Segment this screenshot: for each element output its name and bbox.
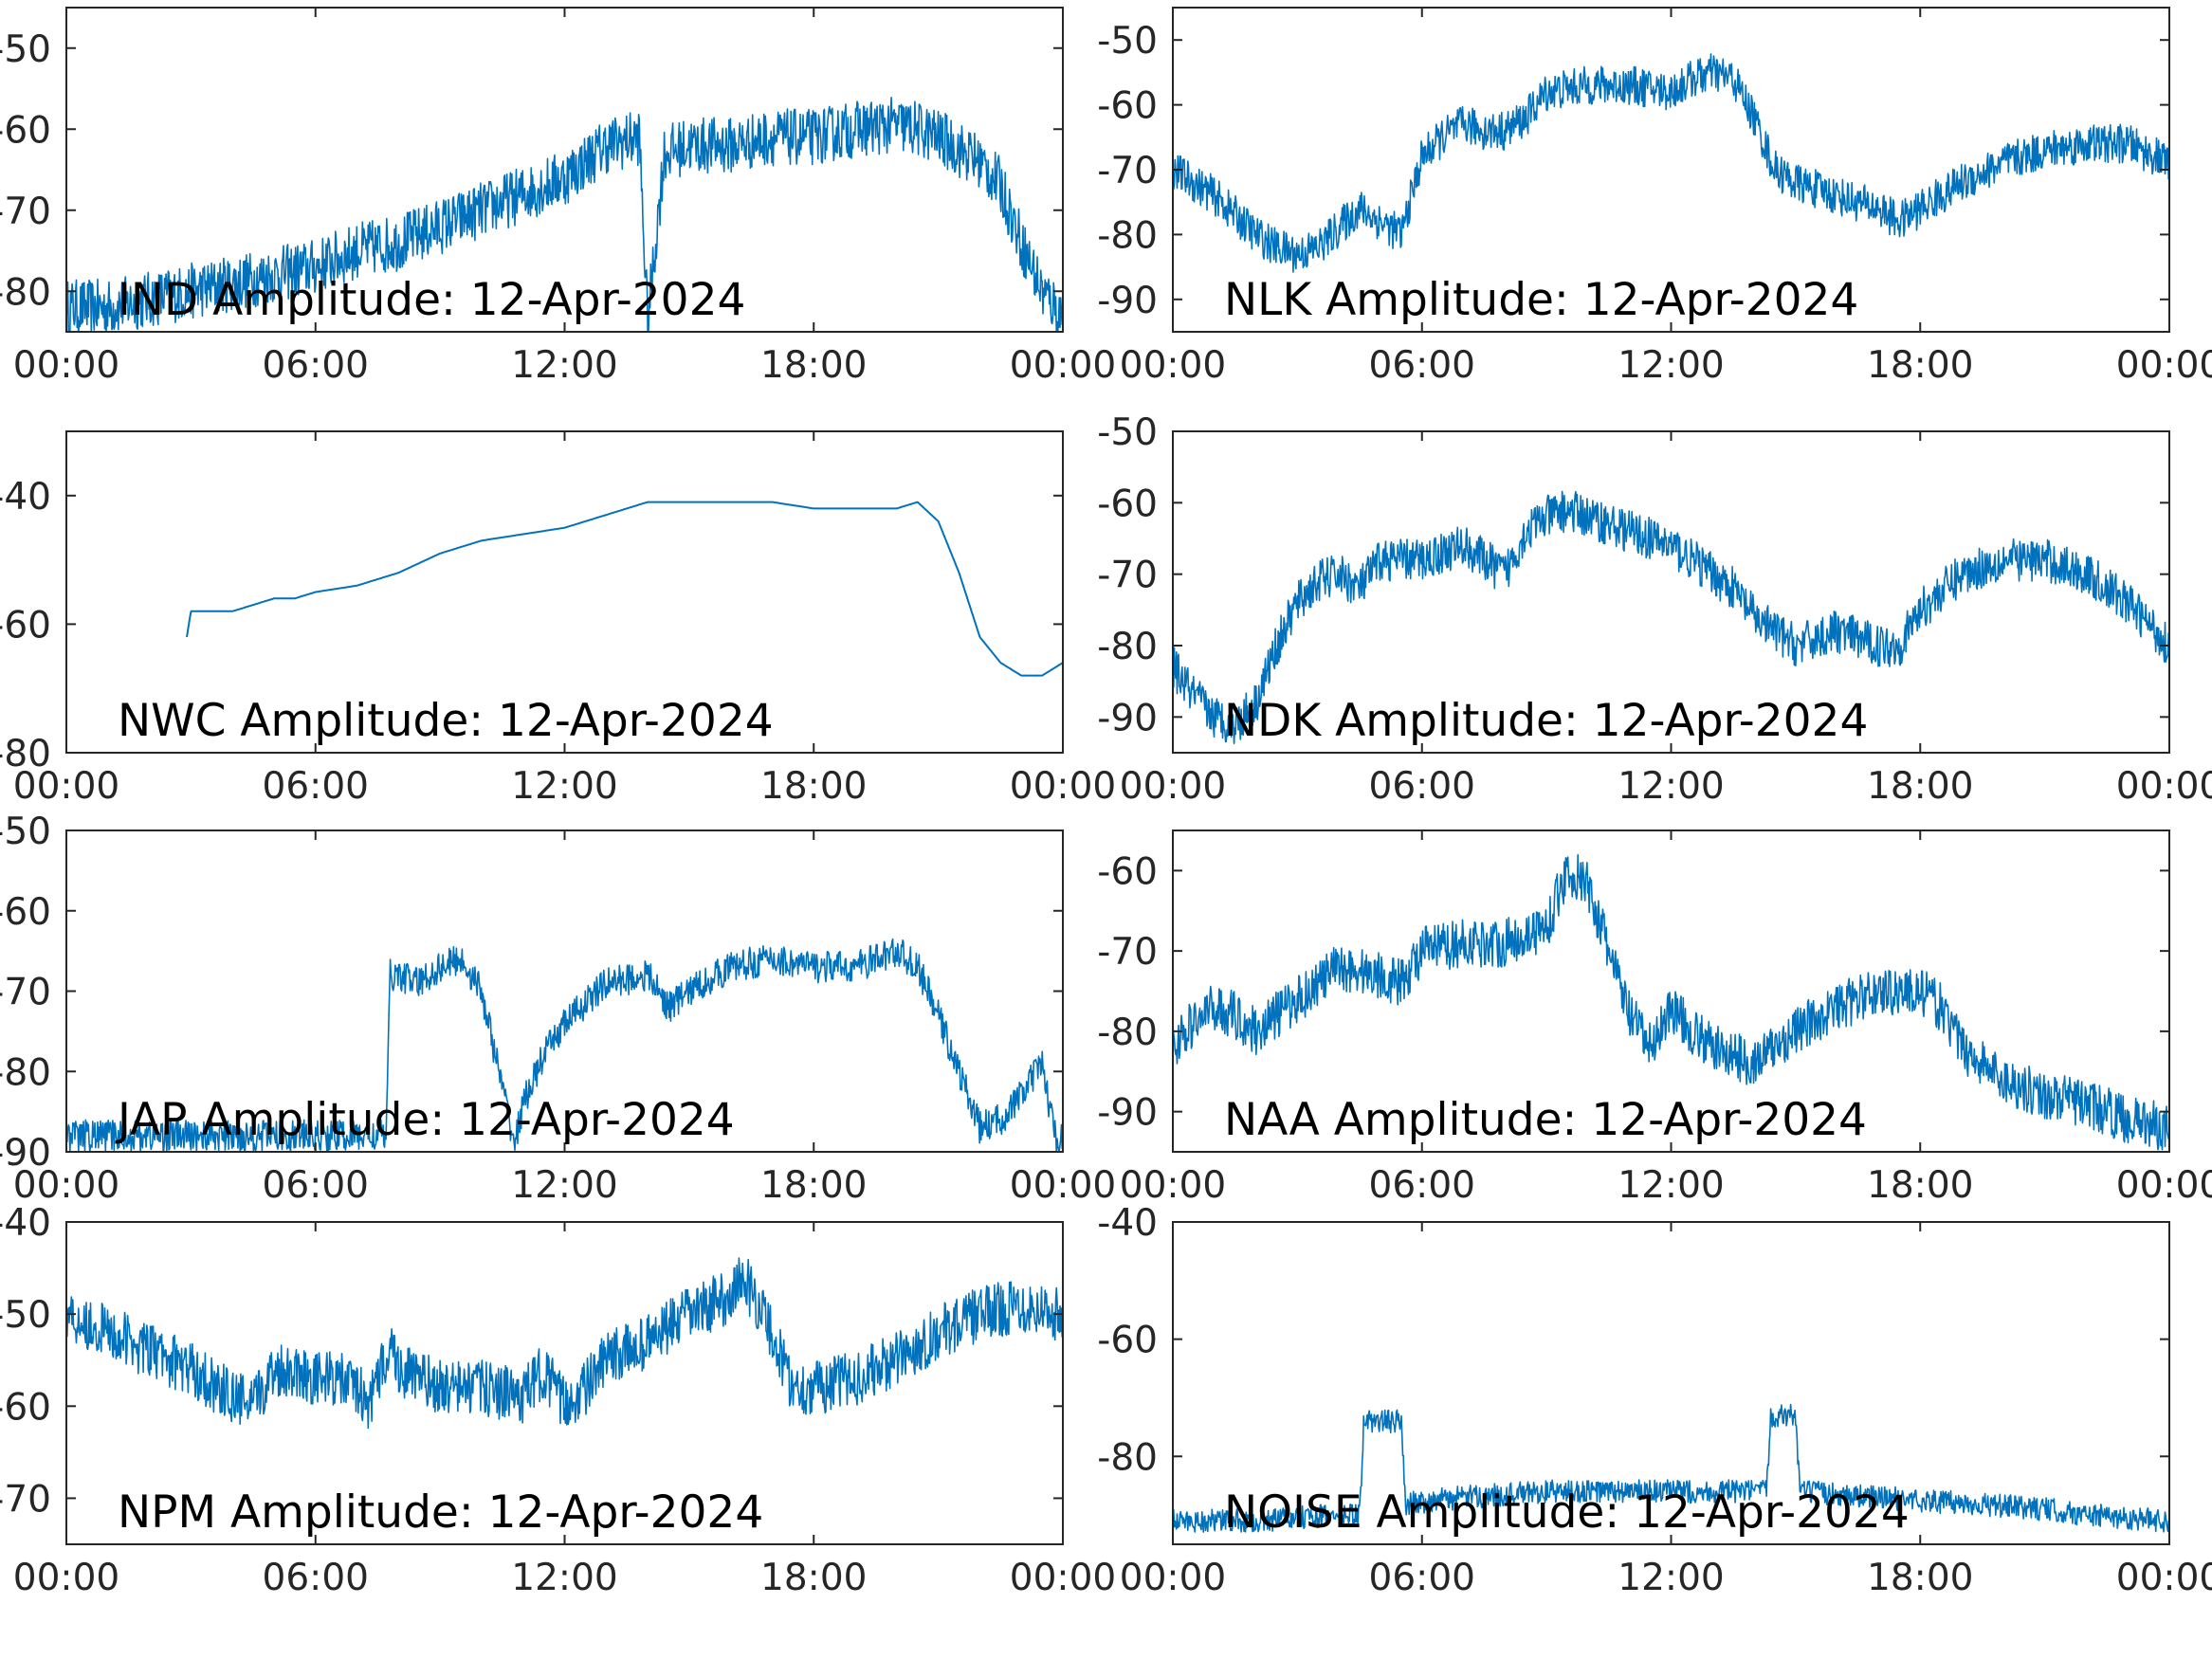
panel-1: 00:00 06:00 12:00 18:00 00:00 -50 -60 -70 -80 -90… bbox=[1097, 7, 2212, 387]
x-tick-label: 00:00 bbox=[1010, 1557, 1116, 1599]
series-line bbox=[66, 1257, 1063, 1430]
y-tick-label: -90 bbox=[1097, 697, 1158, 739]
y-tick-label: -50 bbox=[0, 28, 51, 71]
x-tick-label: 18:00 bbox=[1867, 1557, 1973, 1599]
x-tick-label: 12:00 bbox=[1618, 1557, 1724, 1599]
x-tick-label: 18:00 bbox=[760, 765, 867, 808]
y-tick-label: -70 bbox=[0, 972, 51, 1014]
x-tick-label: 00:00 bbox=[2116, 344, 2212, 387]
panel-6: 00:00 06:00 12:00 18:00 00:00 -40 -50 -60 -70 NPM… bbox=[0, 1202, 1116, 1599]
x-tick-label: 18:00 bbox=[760, 1164, 867, 1207]
panel-label: NWC Amplitude: 12-Apr-2024 bbox=[118, 695, 774, 747]
y-tick-label: -60 bbox=[1097, 850, 1158, 893]
panel-label: NLK Amplitude: 12-Apr-2024 bbox=[1224, 274, 1858, 326]
x-tick-label: 12:00 bbox=[511, 1164, 617, 1207]
x-tick-label: 00:00 bbox=[1010, 344, 1116, 387]
panel-0: 00:00 06:00 12:00 18:00 00:00 -50 -60 -70 -80 IND… bbox=[0, 7, 1116, 387]
y-tick-label: -80 bbox=[1097, 1436, 1158, 1479]
panel-3: 00:00 06:00 12:00 18:00 00:00 -50 -60 -70 -80 -90… bbox=[1097, 411, 2212, 808]
y-tick-label: -80 bbox=[0, 733, 51, 775]
x-tick-label: 12:00 bbox=[1618, 765, 1724, 808]
y-tick-label: -50 bbox=[0, 1294, 51, 1337]
panel-label: IND Amplitude: 12-Apr-2024 bbox=[118, 274, 745, 326]
x-tick-label: 00:00 bbox=[1010, 1164, 1116, 1207]
x-tick-label: 06:00 bbox=[263, 344, 369, 387]
y-tick-label: -70 bbox=[0, 1478, 51, 1521]
series-line bbox=[66, 938, 1063, 1152]
x-tick-label: 12:00 bbox=[511, 344, 617, 387]
x-tick-label: 00:00 bbox=[2116, 1557, 2212, 1599]
series-line bbox=[186, 501, 1063, 677]
x-tick-label: 18:00 bbox=[760, 344, 867, 387]
y-tick-label: -60 bbox=[1097, 483, 1158, 525]
y-tick-label: -40 bbox=[0, 1202, 51, 1245]
x-tick-label: 18:00 bbox=[1867, 765, 1973, 808]
panel-2: 00:00 06:00 12:00 18:00 00:00 -40 -60 -80 NWC Am… bbox=[0, 430, 1116, 808]
series-line bbox=[1173, 490, 2169, 745]
y-tick-label: -80 bbox=[1097, 214, 1158, 257]
y-tick-label: -50 bbox=[1097, 411, 1158, 454]
y-tick-label: -80 bbox=[1097, 626, 1158, 668]
y-tick-label: -70 bbox=[1097, 150, 1158, 192]
x-tick-label: 06:00 bbox=[1369, 765, 1475, 808]
x-tick-label: 06:00 bbox=[263, 1164, 369, 1207]
y-tick-label: -60 bbox=[0, 1386, 51, 1429]
x-tick-label: 00:00 bbox=[1010, 765, 1116, 808]
x-tick-label: 06:00 bbox=[1369, 1557, 1475, 1599]
y-tick-label: -70 bbox=[1097, 931, 1158, 974]
panel-label: NAA Amplitude: 12-Apr-2024 bbox=[1224, 1094, 1867, 1146]
x-tick-label: 18:00 bbox=[760, 1557, 867, 1599]
y-tick-label: -90 bbox=[1097, 1092, 1158, 1135]
x-tick-label: 00:00 bbox=[13, 1557, 119, 1599]
x-tick-label: 06:00 bbox=[263, 1557, 369, 1599]
y-tick-label: -60 bbox=[1097, 85, 1158, 128]
x-tick-label: 00:00 bbox=[13, 344, 119, 387]
y-tick-label: -40 bbox=[1097, 1202, 1158, 1245]
x-tick-label: 00:00 bbox=[1120, 1557, 1226, 1599]
y-tick-label: -80 bbox=[1097, 1012, 1158, 1054]
x-tick-label: 00:00 bbox=[13, 765, 119, 808]
x-tick-label: 00:00 bbox=[13, 1164, 119, 1207]
y-tick-label: -60 bbox=[0, 109, 51, 152]
y-tick-label: -60 bbox=[1097, 1320, 1158, 1362]
y-tick-label: -80 bbox=[0, 271, 51, 314]
y-tick-label: -70 bbox=[0, 191, 51, 233]
x-tick-label: 00:00 bbox=[1120, 344, 1226, 387]
series-line bbox=[66, 97, 1063, 332]
panel-label: NOISE Amplitude: 12-Apr-2024 bbox=[1224, 1486, 1910, 1539]
series-line bbox=[1173, 853, 2169, 1151]
y-tick-label: -40 bbox=[0, 476, 51, 519]
panel-label: NDK Amplitude: 12-Apr-2024 bbox=[1224, 695, 1868, 747]
panel-label: JAP Amplitude: 12-Apr-2024 bbox=[115, 1094, 735, 1146]
y-tick-label: -90 bbox=[0, 1132, 51, 1175]
y-tick-label: -90 bbox=[1097, 280, 1158, 322]
x-tick-label: 18:00 bbox=[1867, 344, 1973, 387]
x-tick-label: 00:00 bbox=[2116, 1164, 2212, 1207]
panel-label: NPM Amplitude: 12-Apr-2024 bbox=[118, 1486, 763, 1539]
x-tick-label: 12:00 bbox=[1618, 344, 1724, 387]
x-tick-label: 06:00 bbox=[1369, 1164, 1475, 1207]
x-tick-label: 06:00 bbox=[263, 765, 369, 808]
y-tick-label: -80 bbox=[0, 1051, 51, 1094]
series-line bbox=[1173, 1403, 2169, 1533]
y-tick-label: -60 bbox=[0, 891, 51, 934]
y-tick-label: -60 bbox=[0, 604, 51, 647]
x-tick-label: 00:00 bbox=[1120, 1164, 1226, 1207]
y-tick-label: -50 bbox=[0, 811, 51, 853]
x-tick-label: 18:00 bbox=[1867, 1164, 1973, 1207]
y-tick-label: -70 bbox=[1097, 555, 1158, 597]
x-tick-label: 12:00 bbox=[511, 765, 617, 808]
y-tick-label: -50 bbox=[1097, 20, 1158, 63]
panel-7: 00:00 06:00 12:00 18:00 00:00 -40 -60 -80 NOISE … bbox=[1097, 1202, 2212, 1599]
x-tick-label: 06:00 bbox=[1369, 344, 1475, 387]
x-tick-label: 00:00 bbox=[1120, 765, 1226, 808]
panel-4: 00:00 06:00 12:00 18:00 00:00 -50 -60 -70 -80 -90… bbox=[0, 811, 1116, 1207]
x-tick-label: 12:00 bbox=[1618, 1164, 1724, 1207]
series-line bbox=[1173, 53, 2169, 273]
x-tick-label: 12:00 bbox=[511, 1557, 617, 1599]
panel-5: 00:00 06:00 12:00 18:00 00:00 -60 -70 -80 -90 NAA… bbox=[1097, 830, 2212, 1207]
x-tick-label: 00:00 bbox=[2116, 765, 2212, 808]
